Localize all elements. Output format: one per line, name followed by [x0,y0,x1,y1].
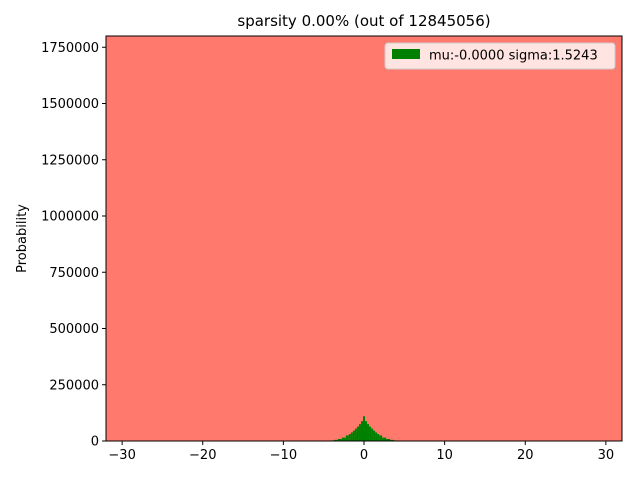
y-tick-label: 1500000 [41,97,99,112]
x-tick-label: 10 [436,448,453,463]
y-tick-label: 1000000 [41,210,99,225]
histogram-bar [358,424,361,441]
histogram-bar [341,437,346,441]
y-tick-label: 500000 [49,322,99,337]
histogram-bar [362,416,366,441]
histogram-bar [356,426,359,441]
histogram-bar [375,432,378,441]
histogram-bar [390,439,395,441]
histogram-bar [337,438,342,441]
x-tick-label: 30 [598,448,615,463]
histogram-bar [373,430,376,441]
histogram-bar [382,437,387,441]
y-tick-label: 1250000 [41,153,99,168]
histogram-bar [371,428,374,441]
x-tick-label: 0 [360,448,368,463]
histogram-bar [377,434,380,441]
histogram-bar [386,438,391,441]
histogram-bar [360,421,363,441]
y-axis-label: Probability [15,204,30,273]
legend-swatch [392,49,420,59]
x-tick-label: 20 [517,448,534,463]
x-tick-label: −10 [270,448,297,463]
histogram-bar [350,432,353,441]
legend-box [384,42,616,70]
x-axis: −30 −20 −10 0 10 20 30 [108,441,614,463]
y-tick-label: 250000 [49,378,99,393]
y-tick-label: 0 [91,435,99,450]
histogram-bar [369,426,372,441]
histogram-bar [367,424,370,441]
histogram-bar [352,430,355,441]
histogram-bar [379,435,383,441]
chart-title: sparsity 0.00% (out of 12845056) [237,12,490,30]
x-tick-label: −30 [108,448,135,463]
histogram-bar [348,434,351,441]
plot-background [106,36,622,441]
legend-entry: mu:-0.0000 sigma:1.5243 [429,49,598,64]
histogram-bars [325,416,403,441]
y-tick-label: 1750000 [41,41,99,56]
histogram-bar [354,428,357,441]
histogram-bar [345,435,349,441]
x-tick-label: −20 [189,448,216,463]
y-tick-label: 750000 [49,266,99,281]
y-axis: 0 250000 500000 750000 1000000 1250000 1500000… [41,41,106,450]
histogram-bar [333,439,338,441]
legend: mu:-0.0000 sigma:1.5243 [384,42,616,70]
histogram-bar [365,421,368,441]
